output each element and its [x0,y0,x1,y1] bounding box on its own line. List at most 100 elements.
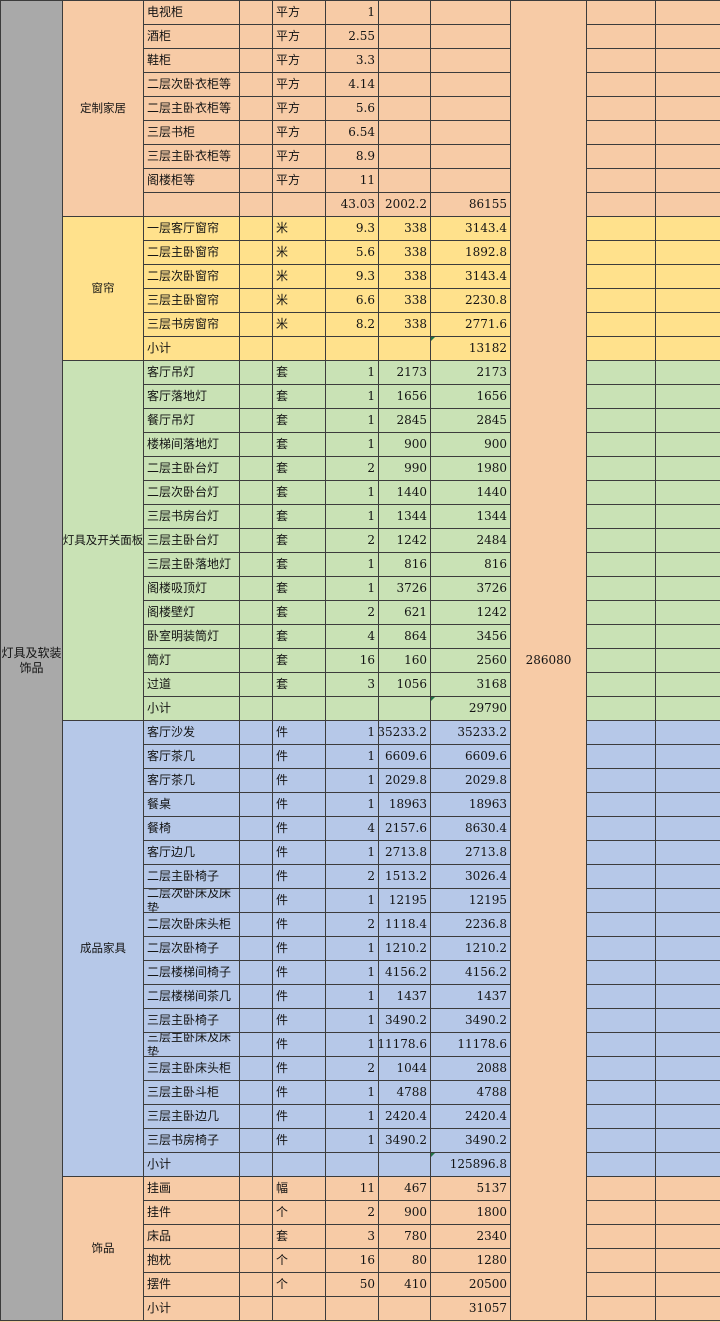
item-cell[interactable]: 二层次卧窗帘 [144,265,239,288]
extra-cell-1[interactable] [587,865,655,888]
unit-cell[interactable] [273,337,325,360]
price-cell[interactable] [379,97,430,120]
blank-cell[interactable] [240,793,272,816]
blank-cell[interactable] [240,817,272,840]
total-cell[interactable]: 3026.4 [431,865,510,888]
item-cell[interactable]: 阁楼柜等 [144,169,239,192]
extra-cell-2[interactable] [656,1033,720,1056]
total-cell[interactable]: 3456 [431,625,510,648]
price-cell[interactable]: 11178.6 [379,1033,430,1056]
extra-cell-2[interactable] [656,1153,720,1176]
total-cell[interactable]: 20500 [431,1273,510,1296]
unit-cell[interactable]: 个 [273,1249,325,1272]
qty-cell[interactable]: 16 [326,1249,378,1272]
qty-cell[interactable]: 11 [326,169,378,192]
price-cell[interactable] [379,49,430,72]
qty-cell[interactable]: 5.6 [326,241,378,264]
extra-cell-2[interactable] [656,529,720,552]
price-cell[interactable]: 338 [379,217,430,240]
price-cell[interactable] [379,337,430,360]
unit-cell[interactable]: 套 [273,553,325,576]
price-cell[interactable]: 4156.2 [379,961,430,984]
price-cell[interactable]: 1440 [379,481,430,504]
subtotal-label-cell[interactable]: 小计 [144,337,239,360]
qty-cell[interactable]: 8.2 [326,313,378,336]
price-cell[interactable]: 2420.4 [379,1105,430,1128]
price-cell[interactable]: 1056 [379,673,430,696]
extra-cell-1[interactable] [587,121,655,144]
item-cell[interactable]: 挂画 [144,1177,239,1200]
blank-cell[interactable] [240,241,272,264]
unit-cell[interactable]: 套 [273,577,325,600]
qty-cell[interactable]: 3 [326,673,378,696]
item-cell[interactable]: 三层主卧床头柜 [144,1057,239,1080]
extra-cell-1[interactable] [587,529,655,552]
qty-cell[interactable]: 2 [326,529,378,552]
extra-cell-2[interactable] [656,625,720,648]
extra-cell-2[interactable] [656,505,720,528]
qty-cell[interactable]: 6.6 [326,289,378,312]
item-cell[interactable]: 客厅茶几 [144,769,239,792]
extra-cell-2[interactable] [656,481,720,504]
blank-cell[interactable] [240,889,272,912]
price-cell[interactable]: 2002.2 [379,193,430,216]
item-cell[interactable]: 三层书柜 [144,121,239,144]
item-cell[interactable]: 三层主卧斗柜 [144,1081,239,1104]
extra-cell-1[interactable] [587,793,655,816]
extra-cell-1[interactable] [587,553,655,576]
total-cell[interactable]: 1344 [431,505,510,528]
unit-cell[interactable]: 套 [273,673,325,696]
price-cell[interactable]: 338 [379,313,430,336]
subtotal-total-cell-flagged[interactable]: 29790 [431,697,510,720]
extra-cell-2[interactable] [656,601,720,624]
price-cell[interactable] [379,697,430,720]
qty-cell[interactable]: 8.9 [326,145,378,168]
unit-cell[interactable]: 件 [273,961,325,984]
section-label-cell[interactable]: 饰品 [63,1177,143,1320]
extra-cell-2[interactable] [656,25,720,48]
blank-cell[interactable] [240,265,272,288]
blank-cell[interactable] [240,769,272,792]
unit-cell[interactable]: 米 [273,241,325,264]
extra-cell-1[interactable] [587,337,655,360]
qty-cell[interactable]: 2 [326,913,378,936]
total-cell[interactable]: 12195 [431,889,510,912]
price-cell[interactable] [379,1153,430,1176]
extra-cell-2[interactable] [656,865,720,888]
extra-cell-2[interactable] [656,1177,720,1200]
qty-cell[interactable]: 4 [326,817,378,840]
blank-cell[interactable] [240,649,272,672]
item-cell[interactable]: 客厅落地灯 [144,385,239,408]
unit-cell[interactable]: 平方 [273,121,325,144]
blank-cell[interactable] [240,529,272,552]
extra-cell-1[interactable] [587,769,655,792]
total-cell[interactable]: 2230.8 [431,289,510,312]
price-cell[interactable]: 160 [379,649,430,672]
total-cell[interactable]: 1440 [431,481,510,504]
item-cell[interactable]: 鞋柜 [144,49,239,72]
item-cell[interactable]: 三层主卧边几 [144,1105,239,1128]
unit-cell[interactable]: 米 [273,217,325,240]
extra-cell-1[interactable] [587,313,655,336]
total-cell[interactable] [431,49,510,72]
extra-cell-1[interactable] [587,145,655,168]
item-cell[interactable]: 床品 [144,1225,239,1248]
blank-cell[interactable] [240,985,272,1008]
price-cell[interactable]: 1344 [379,505,430,528]
extra-cell-2[interactable] [656,49,720,72]
qty-cell[interactable]: 1 [326,745,378,768]
qty-cell[interactable]: 4.14 [326,73,378,96]
extra-cell-1[interactable] [587,961,655,984]
extra-cell-2[interactable] [656,289,720,312]
unit-cell[interactable]: 平方 [273,97,325,120]
extra-cell-2[interactable] [656,1129,720,1152]
qty-cell[interactable]: 1 [326,361,378,384]
unit-cell[interactable]: 平方 [273,73,325,96]
subtotal-total-cell-flagged[interactable]: 125896.8 [431,1153,510,1176]
extra-cell-2[interactable] [656,193,720,216]
price-cell[interactable]: 35233.2 [379,721,430,744]
extra-cell-2[interactable] [656,961,720,984]
blank-cell[interactable] [240,1225,272,1248]
price-cell[interactable]: 864 [379,625,430,648]
total-cell[interactable]: 8630.4 [431,817,510,840]
